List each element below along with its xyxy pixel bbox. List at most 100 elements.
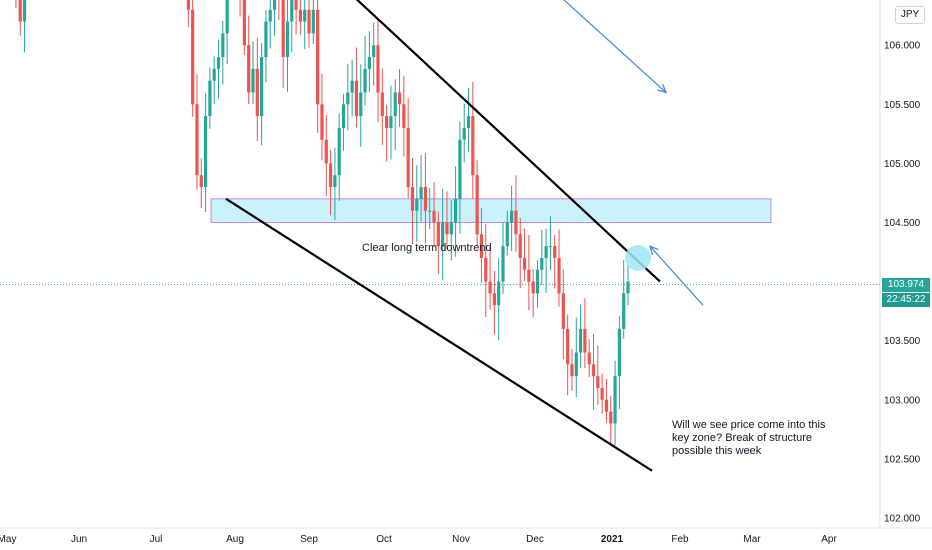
candle-body [449,222,453,235]
candle-body [406,127,410,188]
candle-body [566,328,570,365]
candle-body [574,352,578,377]
candle-body [199,175,203,188]
candle-body [397,92,402,105]
x-tick-label: Sep [300,534,318,545]
x-tick-label: Dec [526,534,544,545]
trend-arrow-head [657,83,668,94]
x-tick-label: Feb [671,534,689,545]
candle-body [445,222,449,235]
x-tick-label: Jul [150,534,163,545]
candle-body [514,210,518,235]
x-tick-label: 2021 [601,534,624,545]
candle-body [626,281,630,294]
x-tick-label: Aug [226,534,244,545]
candle-body [298,9,303,22]
candle-body [268,9,272,22]
candle-body [561,293,565,329]
candle-body [510,210,514,223]
candle-body [328,163,333,188]
y-tick-label: 102.500 [884,454,921,465]
candle-body [350,80,354,93]
candle-body [376,45,380,93]
candle-body [479,234,484,258]
candle-body [216,57,221,69]
candle-body [389,116,393,128]
candle-body [22,0,27,22]
y-tick-label: 102.000 [884,514,921,525]
candle-body [212,68,216,81]
x-tick-label: Oct [376,534,392,545]
candle-body [320,104,324,140]
candle-body [221,33,225,58]
candle-body [531,281,535,294]
candle-body [363,68,367,93]
trend-arrows[interactable] [249,0,704,306]
candle-body [410,187,415,211]
candle-body [354,80,359,117]
candle-body [436,222,440,247]
candle-body [578,328,583,353]
y-tick-label: 103.500 [884,336,921,347]
candle-body [522,257,527,270]
candle-body [380,92,384,117]
candle-body [501,246,505,282]
candle-body [488,281,492,294]
candle-body [186,0,190,10]
candle-body [251,68,255,93]
candle-body [225,0,229,34]
candle-body [242,0,246,46]
candle-body [600,387,604,400]
x-axis-ticks: May Jun Jul Aug Sep Oct Nov Dec 2021 Feb Mar Apr [0,534,837,545]
candle-body [535,269,540,294]
candle-body [609,411,613,424]
y-axis-ticks: 102.000102.500103.000103.500104.000104.5… [884,41,921,525]
candle-body [247,45,251,93]
candle-body [255,68,259,117]
candle-body [432,210,436,223]
candlestick-series [15,0,630,446]
x-tick-label: Apr [821,534,837,545]
candle-body [505,222,509,247]
y-tick-label: 103.000 [884,395,921,406]
question-line-1: Will we see price come into this [672,419,826,431]
candle-body [307,9,311,34]
candle-body [208,80,212,117]
candle-body [191,9,195,105]
x-tick-label: Mar [743,534,761,545]
upper-channel-line[interactable] [152,0,661,283]
y-tick-label: 105.500 [884,100,921,111]
candle-body [359,92,363,117]
candle-body [281,0,285,58]
candle-body [548,246,553,248]
candle-body [570,364,574,377]
resistance-zone[interactable] [210,198,772,223]
x-tick-label: May [0,534,16,545]
trend-arrow-shaft [563,0,667,93]
currency-badge[interactable]: JPY [895,6,925,24]
candle-body [311,9,315,34]
candle-body [604,399,609,412]
candle-body [264,21,268,58]
y-tick-label: 105.000 [884,159,921,170]
lower-channel-line[interactable] [225,197,653,472]
candle-body [393,92,397,117]
candle-body [587,352,591,365]
candle-body [462,127,466,140]
candle-body [385,116,389,128]
candle-body [294,0,298,10]
candle-body [346,92,350,105]
candle-body [272,0,277,10]
candle-body [367,57,371,69]
candle-body [203,116,208,188]
candle-body [285,21,290,58]
candle-body [518,234,522,258]
candle-body [341,104,346,128]
candle-body [497,281,501,306]
candle-body [596,376,600,388]
candle-body [453,198,458,223]
candle-body [484,257,488,282]
candle-body [471,116,475,176]
candle-body [544,246,548,258]
